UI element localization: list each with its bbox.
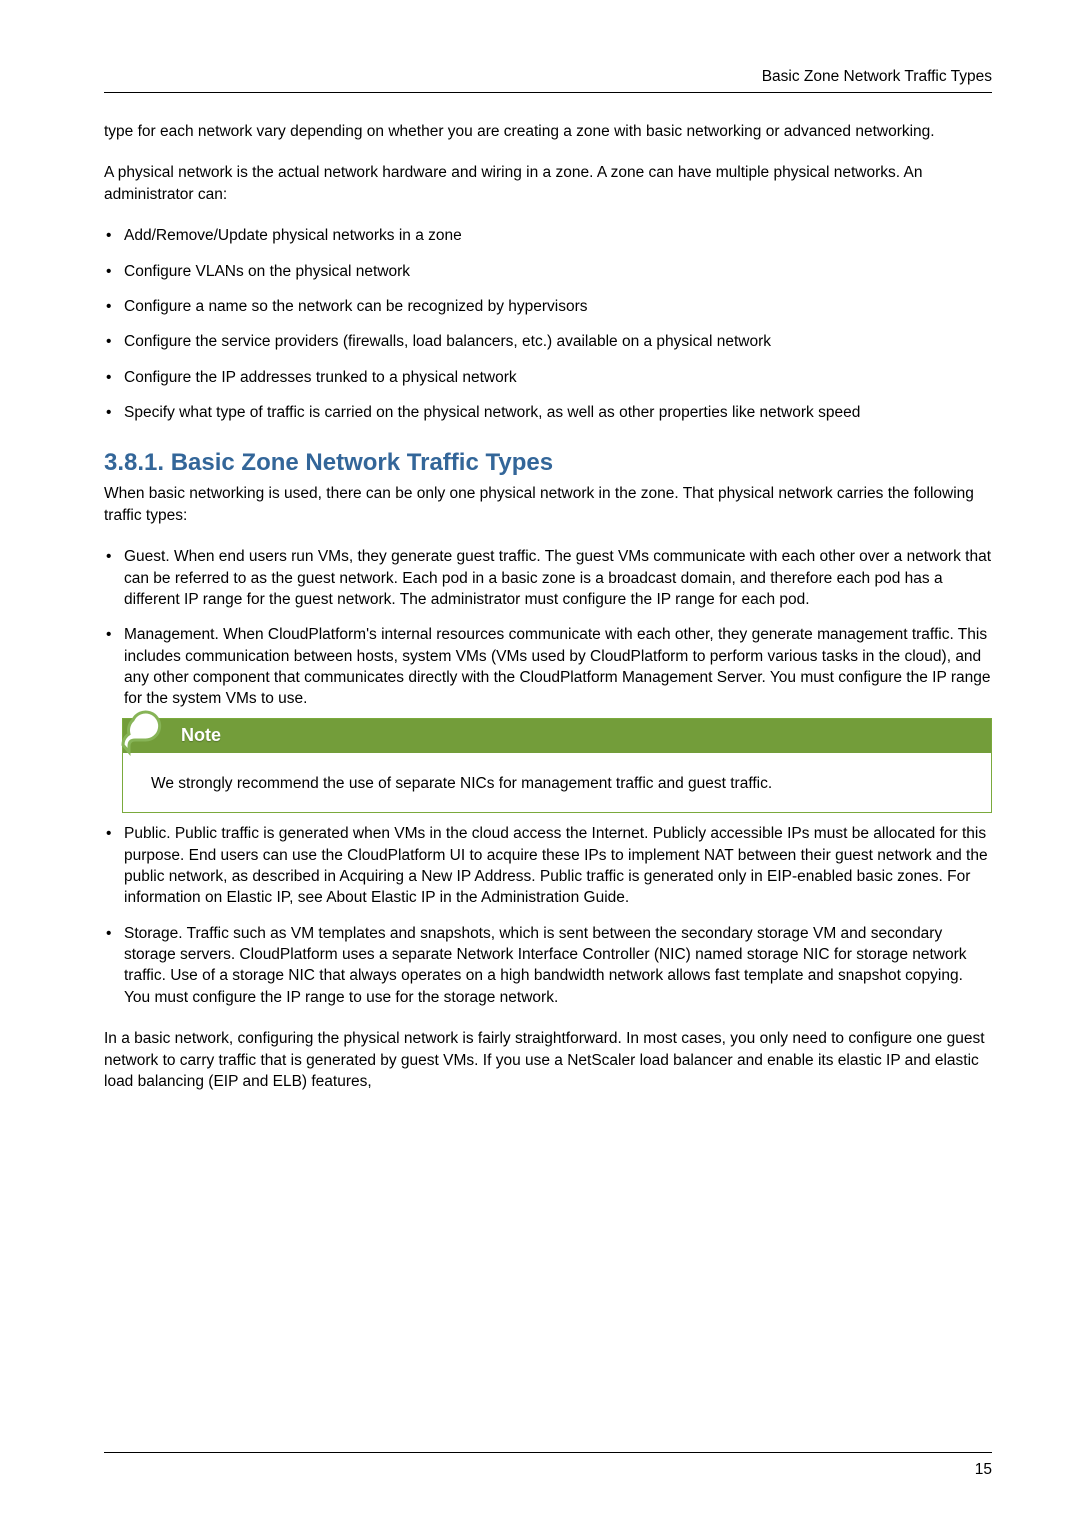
page-number: 15 — [975, 1461, 992, 1478]
page-container: Basic Zone Network Traffic Types type fo… — [0, 0, 1080, 1162]
traffic-types-list-b: Public. Public traffic is generated when… — [104, 823, 992, 1008]
header-title: Basic Zone Network Traffic Types — [762, 68, 992, 85]
list-item: Storage. Traffic such as VM templates an… — [104, 923, 992, 1009]
list-item: Configure the IP addresses trunked to a … — [104, 367, 992, 388]
page-header: Basic Zone Network Traffic Types — [104, 68, 992, 93]
list-item: Configure the service providers (firewal… — [104, 331, 992, 352]
intro-paragraph-2: A physical network is the actual network… — [104, 162, 992, 205]
closing-paragraph: In a basic network, configuring the phys… — [104, 1028, 992, 1092]
list-item: Specify what type of traffic is carried … — [104, 402, 992, 423]
admin-capabilities-list: Add/Remove/Update physical networks in a… — [104, 225, 992, 423]
list-item: Configure VLANs on the physical network — [104, 261, 992, 282]
traffic-types-list-a: Guest. When end users run VMs, they gene… — [104, 546, 992, 710]
page-footer: 15 — [104, 1452, 992, 1479]
list-item: Guest. When end users run VMs, they gene… — [104, 546, 992, 610]
section-heading: 3.8.1. Basic Zone Network Traffic Types — [104, 449, 992, 477]
intro-paragraph-1: type for each network vary depending on … — [104, 121, 992, 142]
note-body: We strongly recommend the use of separat… — [123, 753, 991, 794]
note-header: Note — [123, 719, 991, 753]
section-intro: When basic networking is used, there can… — [104, 483, 992, 526]
list-item: Configure a name so the network can be r… — [104, 296, 992, 317]
note-callout: Note We strongly recommend the use of se… — [122, 718, 992, 813]
list-item: Add/Remove/Update physical networks in a… — [104, 225, 992, 246]
list-item: Public. Public traffic is generated when… — [104, 823, 992, 909]
note-icon — [121, 702, 175, 756]
note-title: Note — [181, 725, 221, 746]
list-item: Management. When CloudPlatform's interna… — [104, 624, 992, 710]
